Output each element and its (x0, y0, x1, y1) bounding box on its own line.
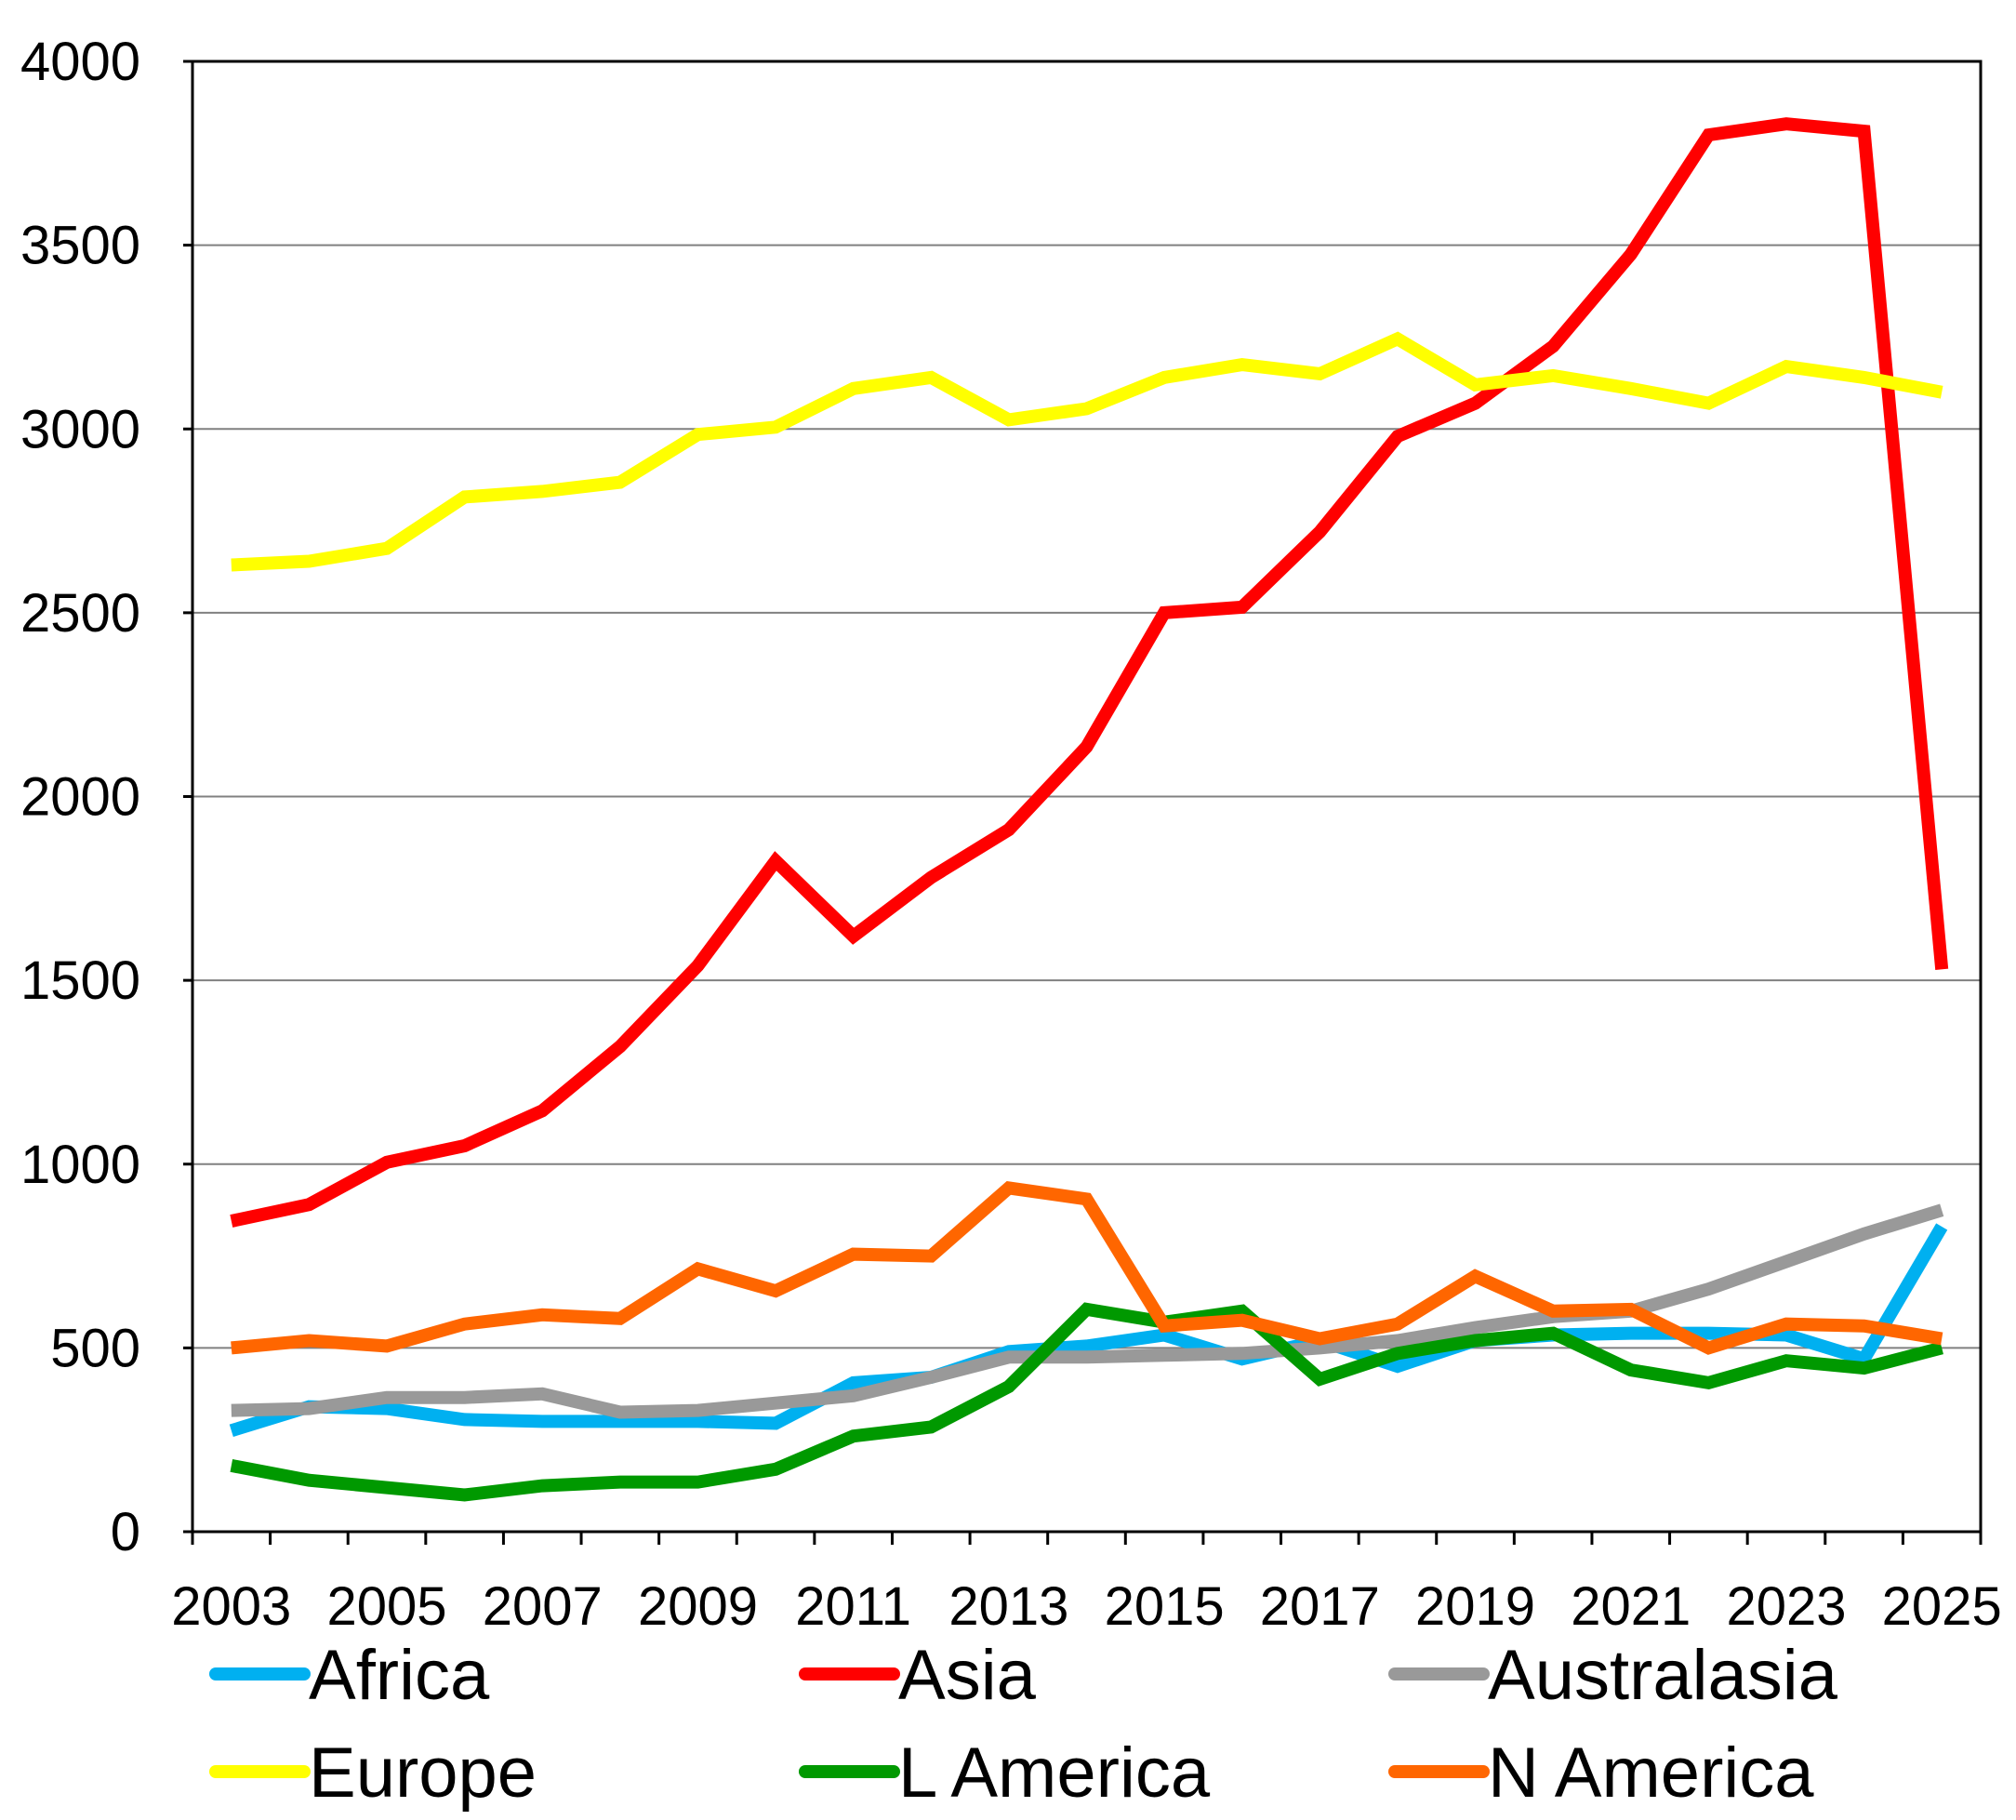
legend-label-l-america: L America (898, 1734, 1211, 1813)
x-tick-label: 2015 (1105, 1576, 1225, 1637)
x-tick-label: 2009 (638, 1576, 758, 1637)
y-tick-label: 3000 (20, 399, 140, 459)
x-tick-label: 2023 (1726, 1576, 1846, 1637)
series-line-l-america (230, 1302, 1943, 1502)
y-tick-label: 2000 (20, 767, 140, 828)
x-tick-label: 2007 (483, 1576, 603, 1637)
x-tick-label: 2005 (327, 1576, 447, 1637)
x-axis-ticks: 2003 2005 2007 2009 2011 2013 2015 2017 2019 2021… (171, 1532, 2002, 1637)
x-tick-label: 2013 (948, 1576, 1068, 1637)
gridlines (192, 244, 1981, 1349)
x-tick-label: 2021 (1571, 1576, 1691, 1637)
x-tick-label: 2011 (795, 1576, 911, 1637)
x-tick-label: 2019 (1415, 1576, 1535, 1637)
y-tick-label: 0 (111, 1502, 140, 1562)
series-line-africa (229, 1223, 1948, 1437)
x-tick-label: 2017 (1260, 1576, 1380, 1637)
legend-label-africa: Africa (309, 1636, 490, 1715)
y-tick-label: 500 (50, 1318, 140, 1378)
y-tick-label: 4000 (20, 32, 140, 92)
series-line-europe (231, 331, 1943, 572)
legend: Africa Asia Australasia Europe L America N Am… (209, 1636, 1838, 1813)
legend-label-australasia: Australasia (1488, 1636, 1838, 1715)
y-axis-ticks: 0 500 1000 1500 2000 2500 3000 3500 4000 (20, 32, 192, 1562)
series-line-n-america (231, 1181, 1943, 1355)
legend-label-n-america: N America (1488, 1734, 1814, 1813)
series-line-australasia (231, 1203, 1944, 1419)
x-tick-label: 2025 (1882, 1576, 2002, 1637)
legend-label-europe: Europe (309, 1734, 537, 1813)
series-line-asia (230, 117, 1949, 1228)
legend-label-asia: Asia (898, 1636, 1037, 1715)
y-tick-label: 1500 (20, 950, 140, 1011)
x-tick-label: 2003 (171, 1576, 291, 1637)
y-tick-label: 1000 (20, 1135, 140, 1195)
series-lines (229, 117, 1949, 1502)
y-tick-label: 3500 (20, 216, 140, 276)
y-tick-label: 2500 (20, 583, 140, 644)
